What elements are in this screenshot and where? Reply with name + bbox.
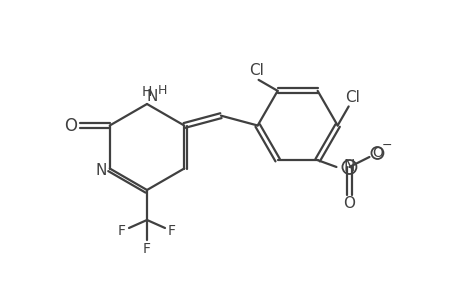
Text: O: O — [343, 196, 355, 211]
Text: O: O — [64, 116, 77, 134]
Text: Cl: Cl — [344, 90, 359, 105]
Text: O: O — [371, 146, 382, 160]
Text: −: − — [381, 139, 392, 152]
Text: Cl: Cl — [249, 63, 263, 78]
Text: H: H — [141, 85, 152, 99]
Text: N: N — [146, 88, 157, 104]
Text: F: F — [143, 242, 151, 256]
Text: F: F — [118, 224, 126, 238]
Text: N: N — [343, 160, 354, 175]
Text: F: F — [168, 224, 176, 238]
Text: N: N — [95, 163, 106, 178]
Text: H: H — [157, 83, 166, 97]
